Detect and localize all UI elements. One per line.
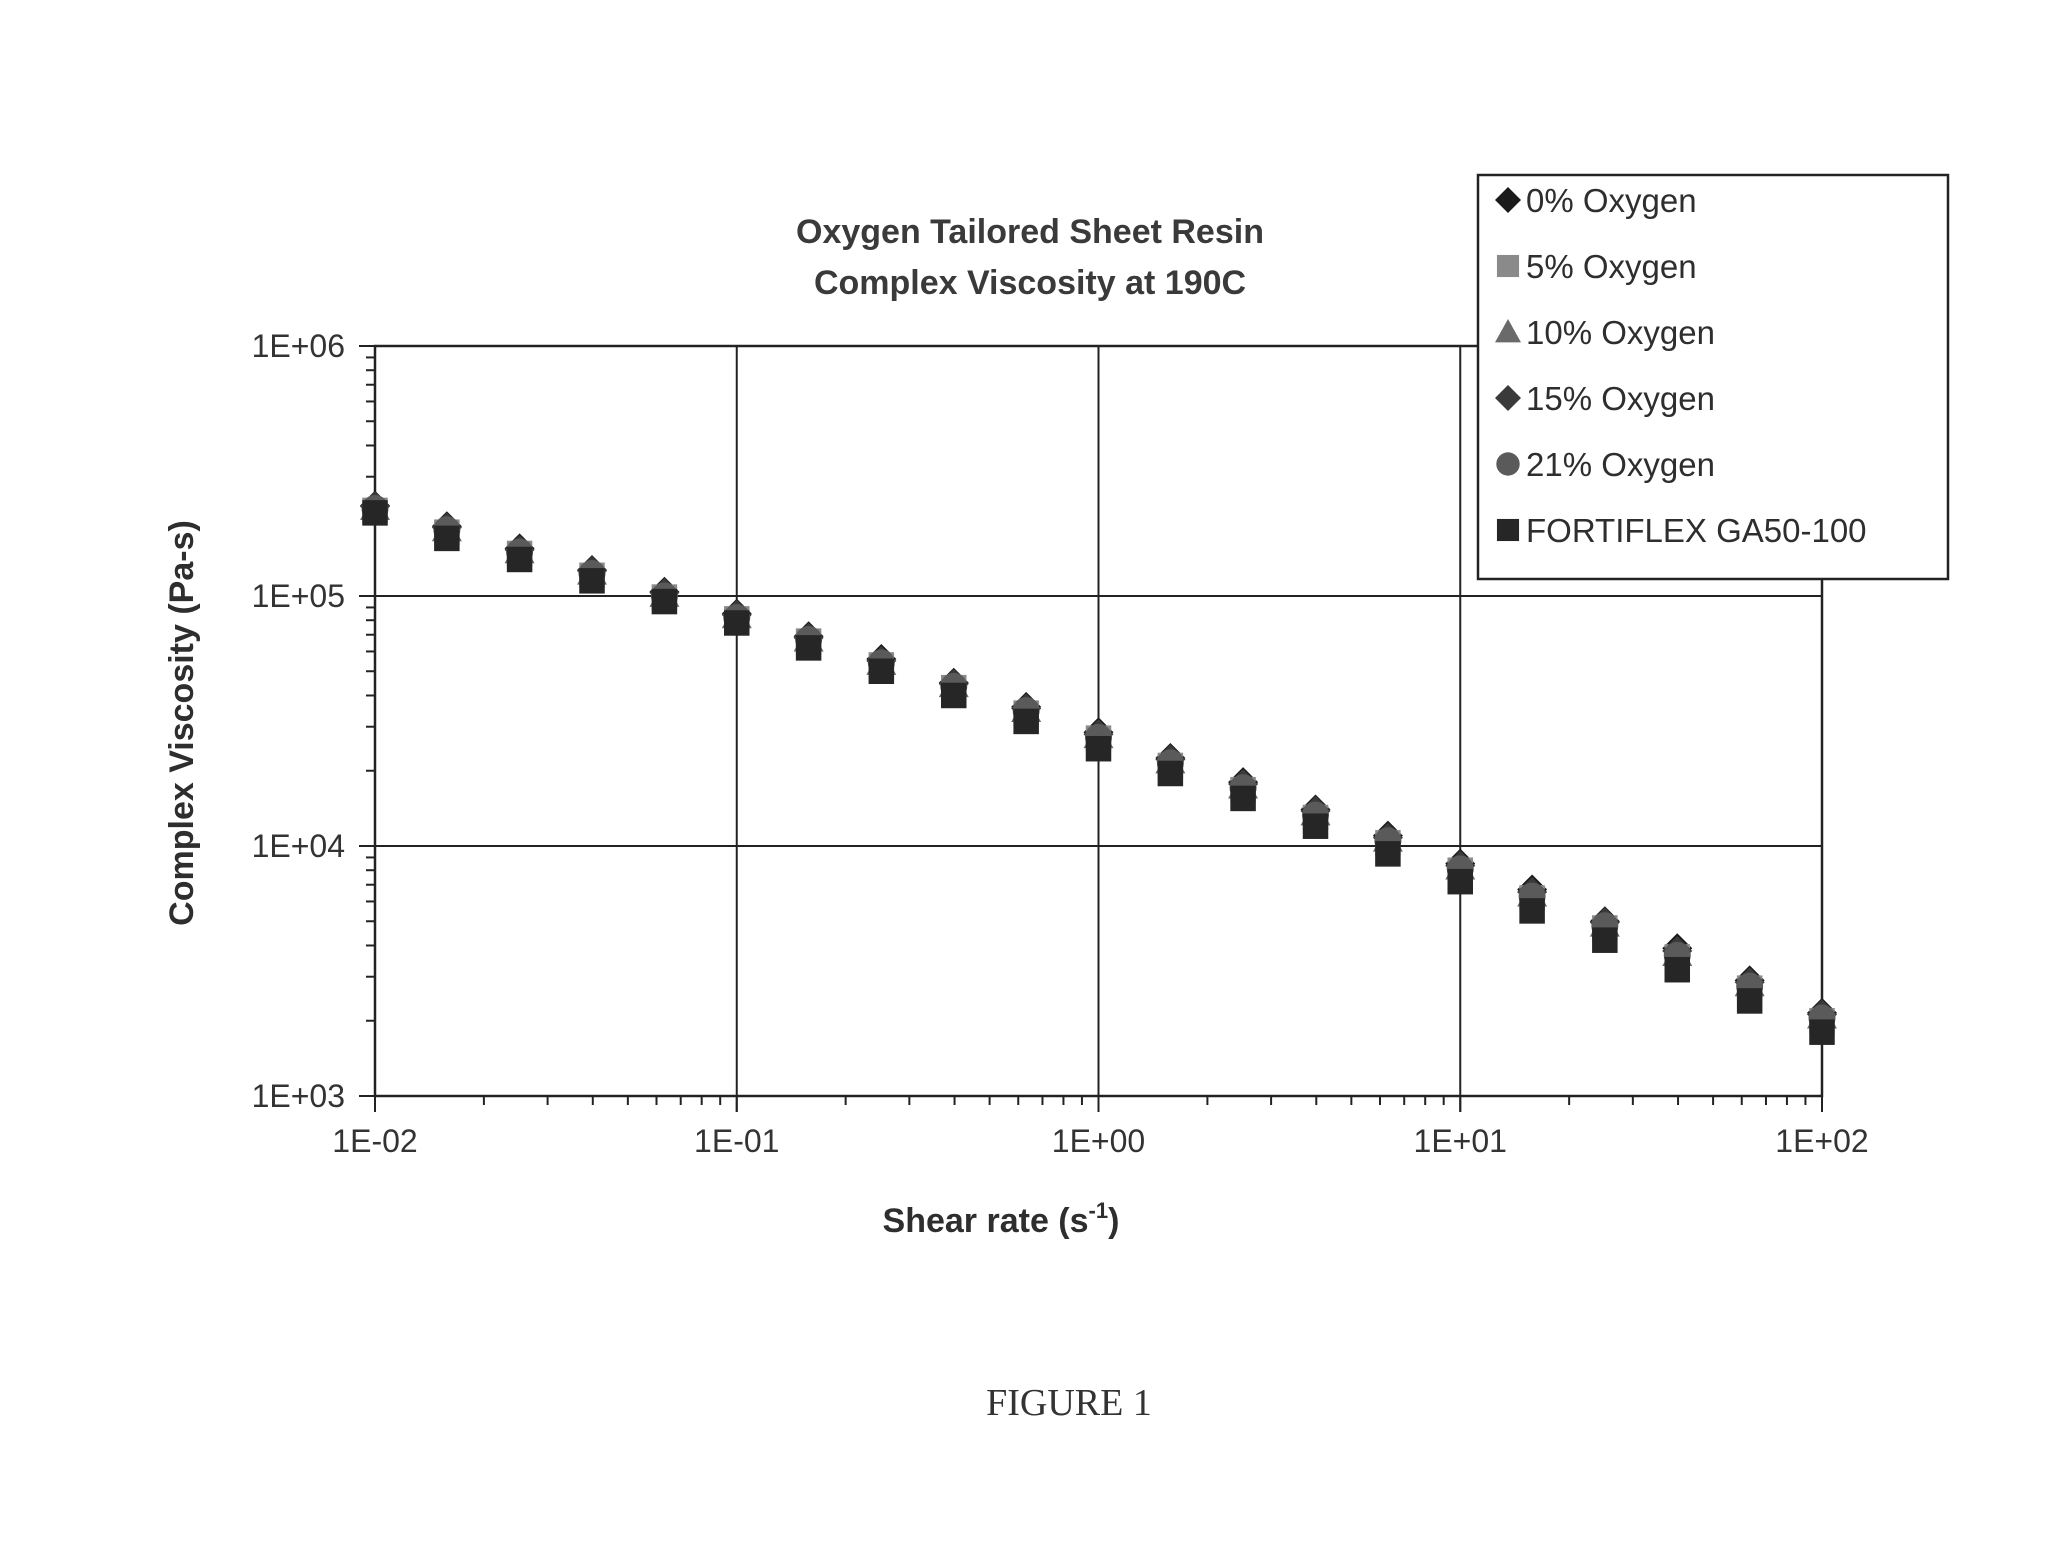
data-point — [1665, 957, 1691, 983]
chart-title-line-2: Complex Viscosity at 190C — [814, 264, 1246, 302]
x-axis-label-close: ) — [1108, 1202, 1119, 1240]
x-axis-label-text: Shear rate (s — [883, 1202, 1089, 1240]
legend-marker-6 — [1497, 519, 1519, 541]
y-tick-label: 1E+04 — [252, 828, 345, 864]
data-point — [579, 568, 605, 594]
y-tick-label: 1E+06 — [252, 328, 345, 364]
y-tick-label: 1E+03 — [252, 1078, 345, 1114]
legend-label-4: 15% Oxygen — [1526, 380, 1715, 417]
legend-label-1: 0% Oxygen — [1526, 182, 1697, 219]
legend-label-2: 5% Oxygen — [1526, 248, 1697, 285]
data-point — [1230, 786, 1256, 812]
x-tick-label: 1E+01 — [1414, 1123, 1507, 1159]
data-point — [434, 526, 460, 552]
x-axis-label: Shear rate (s-1) — [883, 1198, 1120, 1240]
data-point — [1737, 988, 1763, 1014]
data-point — [507, 547, 533, 573]
data-point — [1013, 709, 1039, 735]
data-point — [1592, 927, 1618, 953]
legend: 0% Oxygen 5% Oxygen 10% Oxygen 15% Oxygen 21… — [1478, 175, 1948, 579]
x-tick-label: 1E-02 — [332, 1123, 417, 1159]
data-point — [1303, 813, 1329, 839]
y-axis-label: Complex Viscosity (Pa-s) — [163, 520, 201, 926]
x-axis-label-sup: -1 — [1089, 1198, 1109, 1223]
data-point — [1448, 869, 1474, 895]
figure-caption: FIGURE 1 — [986, 1382, 1152, 1424]
x-tick-label: 1E+02 — [1775, 1123, 1868, 1159]
data-point — [1158, 761, 1184, 787]
data-point — [1086, 736, 1112, 762]
data-point — [362, 500, 388, 526]
legend-marker-5 — [1496, 452, 1519, 475]
legend-label-6: FORTIFLEX GA50-100 — [1526, 512, 1867, 549]
data-point — [724, 610, 750, 636]
data-point — [1519, 898, 1545, 924]
data-point — [1375, 841, 1401, 867]
legend-label-3: 10% Oxygen — [1526, 314, 1715, 351]
data-point — [796, 635, 822, 661]
x-tick-label: 1E+00 — [1052, 1123, 1145, 1159]
legend-marker-2 — [1497, 255, 1519, 277]
data-point — [1809, 1019, 1835, 1045]
y-tick-label: 1E+05 — [252, 578, 345, 614]
legend-label-5: 21% Oxygen — [1526, 446, 1715, 483]
data-point — [941, 683, 967, 709]
data-point — [652, 589, 678, 615]
x-tick-label: 1E-01 — [694, 1123, 779, 1159]
chart-title-line-1: Oxygen Tailored Sheet Resin — [796, 213, 1264, 251]
data-point — [869, 659, 895, 685]
